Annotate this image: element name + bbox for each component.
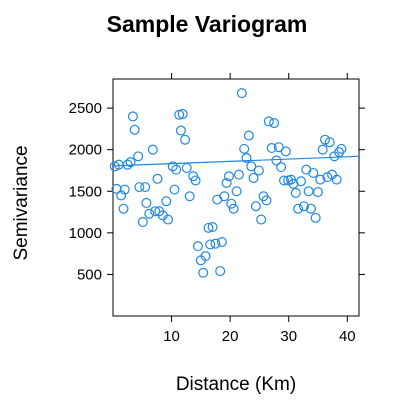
data-point [119,184,130,195]
data-point [144,208,155,219]
data-point [263,116,274,127]
data-point [175,125,186,136]
x-axis-label: Distance (Km) [176,374,296,395]
trend-line [112,155,360,167]
data-point [228,203,239,214]
data-point [276,162,287,173]
data-point [147,144,158,155]
y-axis-label: Semivariance [11,145,32,260]
data-point [216,236,227,247]
data-point [200,251,211,262]
data-point [231,186,242,197]
data-point [266,143,277,154]
data-point [239,143,250,154]
data-point [271,155,282,166]
data-point [190,175,201,186]
data-point [334,147,345,158]
data-point [236,88,247,99]
data-point [261,195,272,206]
data-point [169,184,180,195]
data-point [180,134,191,145]
data-point [241,153,252,164]
data-point [127,111,138,122]
y-tick-label: 2500 [69,100,102,117]
data-point [171,164,182,175]
data-points [109,88,347,278]
data-point [184,191,195,202]
data-point [253,165,264,176]
data-point [161,196,172,207]
data-point [223,171,234,182]
data-point [205,239,216,250]
data-point [177,108,188,119]
data-point [129,124,140,135]
data-point [163,214,174,225]
data-point [221,177,232,188]
data-point [290,187,301,198]
data-point [250,201,261,212]
data-point [336,143,347,154]
data-point [192,241,203,252]
data-point [167,161,178,172]
data-point [279,175,290,186]
data-point [317,144,328,155]
plot-frame [112,78,360,317]
data-point [324,137,335,148]
data-point [296,176,307,187]
data-point [305,203,316,214]
data-point [226,198,237,209]
axis-ticks: 10 20 30 40 500 1000 1500 2000 2500 [69,73,365,345]
chart-title: Sample Variogram [107,11,308,37]
data-point [125,157,136,168]
x-tick-label: 10 [163,328,180,345]
data-point [207,222,218,233]
data-point [198,267,209,278]
x-tick-label: 30 [280,328,297,345]
data-point [269,118,280,129]
data-point [315,174,326,185]
data-point [322,172,333,183]
data-point [203,222,214,233]
data-point [298,201,309,212]
data-point [303,186,314,197]
y-tick-label: 500 [77,266,102,283]
data-point [320,134,331,145]
y-tick-label: 1000 [69,225,102,242]
data-point [313,187,324,198]
data-point [150,206,161,217]
data-point [140,182,151,193]
data-point [133,151,144,162]
data-point [116,190,127,201]
data-point [141,197,152,208]
data-point [243,130,254,141]
data-point [118,203,129,214]
data-point [134,182,145,193]
data-point [246,161,257,172]
data-point [331,174,342,185]
x-tick-label: 20 [222,328,239,345]
data-point [181,162,192,173]
data-point [122,159,133,170]
data-point [308,167,319,178]
data-point [219,191,230,202]
data-point [137,217,148,228]
data-point [310,212,321,223]
data-point [152,173,163,184]
y-tick-label: 2000 [69,142,102,159]
data-point [174,109,185,120]
data-point [256,214,267,225]
data-point [248,172,259,183]
data-point [215,266,226,277]
x-tick-label: 40 [339,328,356,345]
data-point [293,203,304,214]
y-tick-label: 1500 [69,183,102,200]
data-point [233,169,244,180]
data-point [210,238,221,249]
data-point [280,146,291,157]
